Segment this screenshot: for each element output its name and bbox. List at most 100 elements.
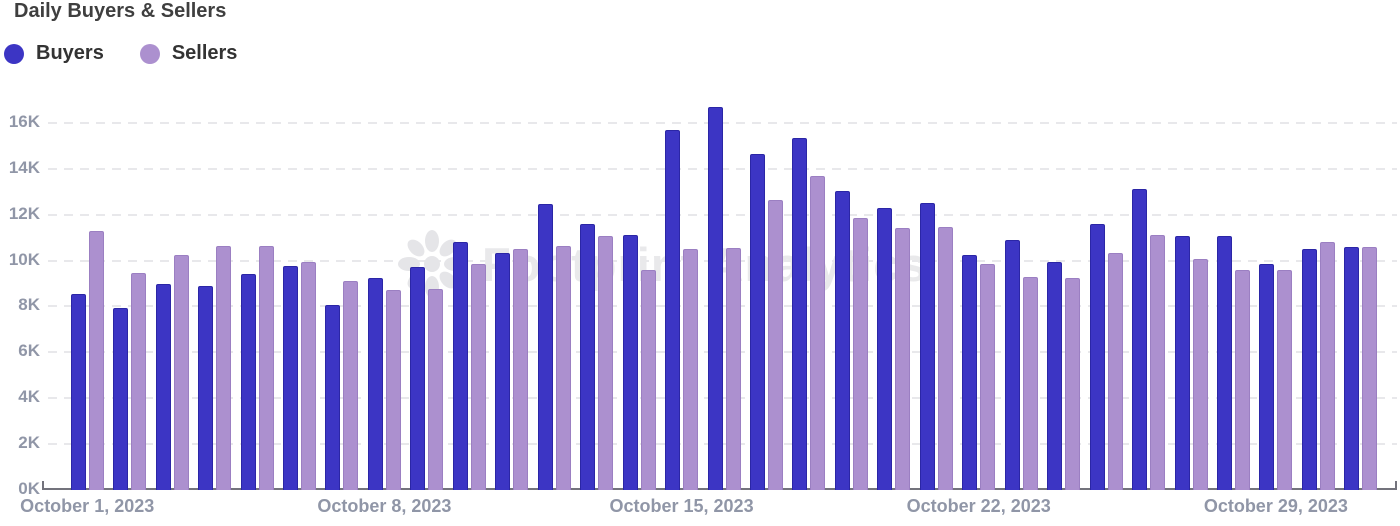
- bar-group-oct-28: [1212, 100, 1254, 490]
- bar-sellers-oct-24[interactable]: [1065, 278, 1081, 490]
- bar-sellers-oct-5[interactable]: [258, 246, 274, 490]
- bar-sellers-oct-7[interactable]: [343, 281, 359, 490]
- bar-group-oct-10: [448, 100, 490, 490]
- bar-sellers-oct-27[interactable]: [1192, 259, 1208, 490]
- bar-buyers-oct-9[interactable]: [410, 267, 426, 490]
- bar-series: [48, 100, 1397, 490]
- bar-sellers-oct-18[interactable]: [810, 176, 826, 490]
- bar-sellers-oct-26[interactable]: [1150, 235, 1166, 490]
- bar-buyers-oct-10[interactable]: [452, 242, 468, 490]
- bar-group-oct-26: [1127, 100, 1169, 490]
- bar-group-oct-16: [703, 100, 745, 490]
- bar-group-oct-6: [278, 100, 320, 490]
- bar-buyers-oct-28[interactable]: [1216, 236, 1232, 490]
- bar-sellers-oct-11[interactable]: [513, 249, 529, 490]
- bar-sellers-oct-15[interactable]: [683, 249, 699, 490]
- bar-sellers-oct-30[interactable]: [1319, 242, 1335, 490]
- bar-buyers-oct-13[interactable]: [580, 224, 596, 490]
- bar-buyers-oct-8[interactable]: [367, 278, 383, 490]
- bar-sellers-oct-9[interactable]: [428, 289, 444, 490]
- bar-group-oct-27: [1170, 100, 1212, 490]
- bar-sellers-oct-13[interactable]: [598, 236, 614, 490]
- legend-item-sellers[interactable]: Sellers: [139, 42, 238, 65]
- bar-buyers-oct-25[interactable]: [1089, 224, 1105, 490]
- x-axis-label: October 8, 2023: [317, 496, 452, 516]
- legend-label-sellers: Sellers: [171, 42, 238, 64]
- bar-group-oct-23: [1000, 100, 1042, 490]
- y-axis-label: 8K: [18, 295, 40, 315]
- bar-sellers-oct-1[interactable]: [88, 231, 104, 490]
- bar-sellers-oct-29[interactable]: [1277, 270, 1293, 490]
- bar-buyers-oct-6[interactable]: [282, 266, 298, 490]
- bar-buyers-oct-7[interactable]: [325, 305, 341, 490]
- bar-sellers-oct-28[interactable]: [1234, 270, 1250, 490]
- bar-buyers-oct-1[interactable]: [70, 294, 86, 490]
- bar-group-oct-20: [873, 100, 915, 490]
- bar-buyers-oct-19[interactable]: [834, 191, 850, 490]
- bar-group-oct-9: [406, 100, 448, 490]
- bar-buyers-oct-3[interactable]: [155, 284, 171, 490]
- y-axis-label: 6K: [18, 341, 40, 361]
- bar-group-oct-24: [1042, 100, 1084, 490]
- bar-sellers-oct-22[interactable]: [980, 264, 996, 490]
- bar-group-oct-4: [193, 100, 235, 490]
- bar-buyers-oct-11[interactable]: [495, 253, 511, 490]
- bar-buyers-oct-29[interactable]: [1259, 264, 1275, 490]
- bar-buyers-oct-15[interactable]: [665, 130, 681, 490]
- bar-sellers-oct-20[interactable]: [895, 228, 911, 490]
- bar-sellers-oct-19[interactable]: [852, 218, 868, 490]
- bar-buyers-oct-4[interactable]: [198, 286, 214, 490]
- bar-sellers-oct-8[interactable]: [385, 290, 401, 490]
- bar-buyers-oct-26[interactable]: [1132, 189, 1148, 490]
- bar-buyers-oct-20[interactable]: [877, 208, 893, 490]
- x-axis-labels: October 1, 2023 October 8, 2023 October 15…: [0, 496, 1400, 522]
- bar-group-oct-30: [1297, 100, 1339, 490]
- bar-sellers-oct-10[interactable]: [470, 264, 486, 490]
- bar-group-oct-2: [108, 100, 150, 490]
- bar-buyers-oct-27[interactable]: [1174, 236, 1190, 490]
- bar-sellers-oct-16[interactable]: [725, 248, 741, 490]
- bar-buyers-oct-5[interactable]: [240, 274, 256, 490]
- bar-group-oct-31: [1340, 100, 1382, 490]
- bar-buyers-oct-18[interactable]: [792, 138, 808, 490]
- bar-buyers-oct-2[interactable]: [113, 308, 129, 490]
- bar-buyers-oct-21[interactable]: [919, 203, 935, 490]
- bar-buyers-oct-30[interactable]: [1301, 249, 1317, 490]
- bar-group-oct-19: [830, 100, 872, 490]
- y-axis-label: 10K: [8, 249, 40, 269]
- y-axis-label: 4K: [18, 387, 40, 407]
- bar-buyers-oct-24[interactable]: [1047, 262, 1063, 490]
- bar-buyers-oct-14[interactable]: [622, 235, 638, 490]
- bar-group-oct-18: [788, 100, 830, 490]
- bar-sellers-oct-2[interactable]: [131, 273, 147, 490]
- bar-sellers-oct-4[interactable]: [216, 246, 232, 490]
- bar-sellers-oct-25[interactable]: [1107, 253, 1123, 490]
- bar-group-oct-13: [575, 100, 617, 490]
- bar-sellers-oct-23[interactable]: [1022, 277, 1038, 490]
- x-axis-label: October 22, 2023: [906, 496, 1051, 516]
- bar-group-oct-15: [660, 100, 702, 490]
- bar-group-oct-5: [236, 100, 278, 490]
- bar-sellers-oct-31[interactable]: [1362, 247, 1378, 490]
- y-axis-label: 2K: [18, 433, 40, 453]
- y-axis-label: 12K: [8, 203, 40, 223]
- bar-sellers-oct-6[interactable]: [300, 262, 316, 490]
- bar-sellers-oct-21[interactable]: [937, 227, 953, 490]
- bar-sellers-oct-3[interactable]: [173, 255, 189, 490]
- bar-buyers-oct-22[interactable]: [962, 255, 978, 490]
- bar-sellers-oct-12[interactable]: [555, 246, 571, 490]
- bar-buyers-oct-12[interactable]: [537, 204, 553, 490]
- legend-item-buyers[interactable]: Buyers: [4, 42, 104, 65]
- bar-buyers-oct-23[interactable]: [1004, 240, 1020, 490]
- bar-buyers-oct-31[interactable]: [1344, 247, 1360, 490]
- bar-sellers-oct-17[interactable]: [767, 200, 783, 490]
- bar-group-oct-25: [1085, 100, 1127, 490]
- bar-sellers-oct-14[interactable]: [640, 270, 656, 490]
- sellers-swatch-icon: [139, 43, 160, 64]
- buyers-swatch-icon: [4, 43, 24, 64]
- y-axis-label: 16K: [8, 111, 40, 131]
- bar-group-oct-3: [151, 100, 193, 490]
- bar-group-oct-17: [745, 100, 787, 490]
- bar-buyers-oct-17[interactable]: [749, 154, 765, 490]
- bar-buyers-oct-16[interactable]: [707, 107, 723, 490]
